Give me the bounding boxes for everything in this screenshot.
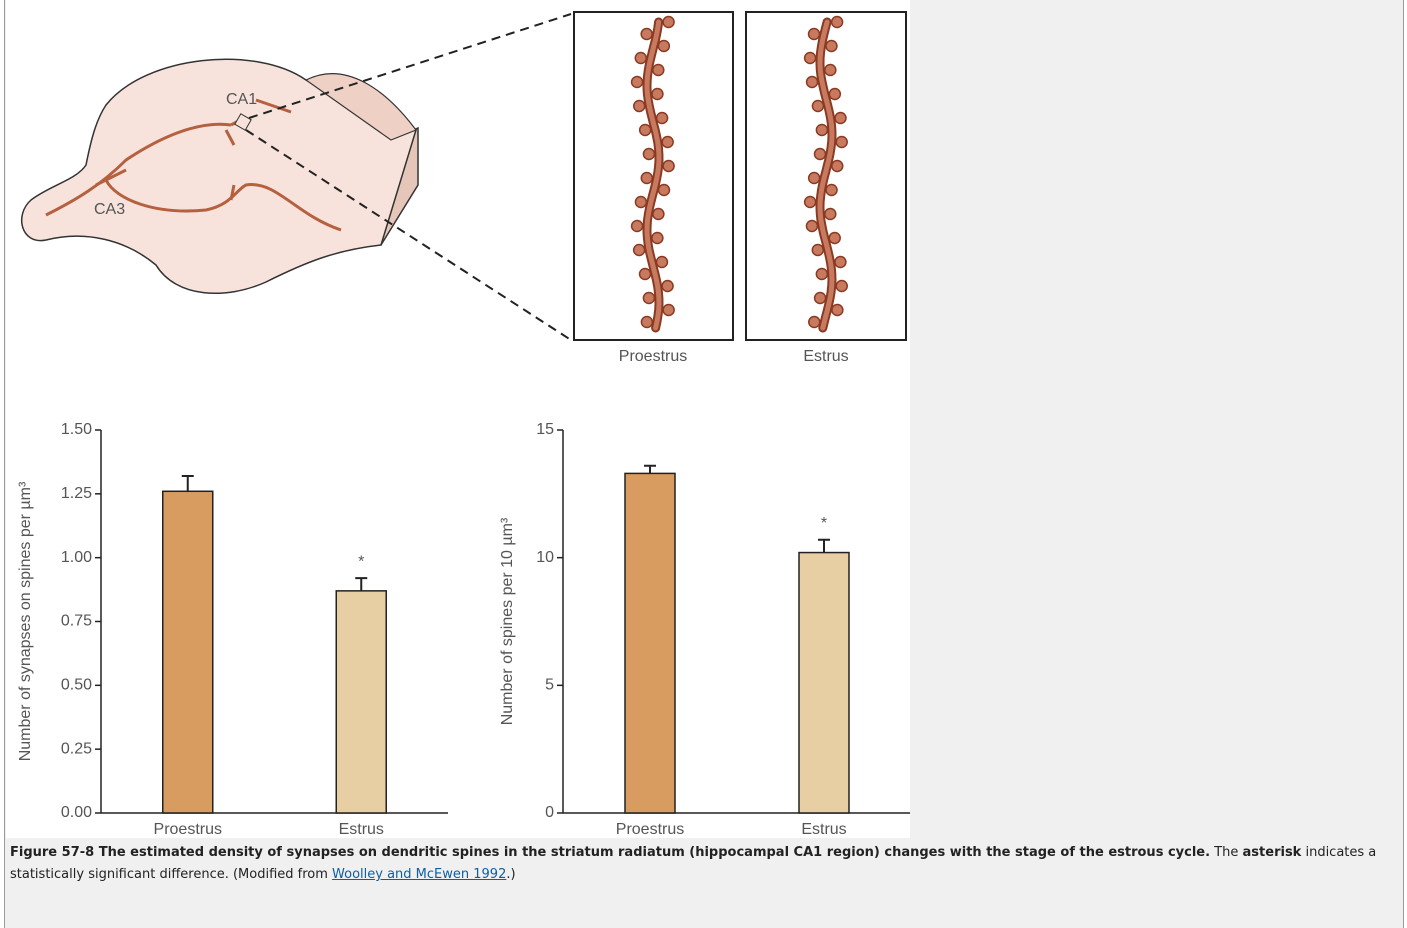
spine	[657, 183, 671, 197]
spine	[831, 303, 844, 317]
spine	[661, 279, 674, 293]
error-bar	[181, 474, 194, 492]
caption-bold: asterisk	[1242, 845, 1302, 860]
panel-label: Estrus	[803, 348, 848, 365]
spine	[807, 171, 821, 185]
spine	[640, 315, 654, 329]
spine	[807, 27, 821, 41]
y-axis-label: Number of synapses on spines per µm³	[17, 481, 34, 761]
y-axis-label: Number of spines per 10 µm³	[499, 517, 516, 725]
spine	[662, 15, 675, 29]
spine	[642, 291, 656, 305]
x-tick-label: Estrus	[801, 821, 846, 838]
y-tick-label: 5	[545, 677, 554, 694]
bar	[798, 551, 850, 814]
spine	[811, 99, 825, 113]
spine	[825, 183, 838, 197]
caption: Figure 57-8 The estimated density of syn…	[10, 842, 1400, 886]
error-bar	[644, 464, 656, 474]
spine	[828, 231, 841, 245]
y-tick-label: 10	[536, 549, 554, 566]
y-tick-label: 0.25	[61, 740, 92, 757]
reference-link[interactable]: Woolley and McEwen 1992	[332, 867, 507, 882]
y-tick-label: 0.75	[61, 613, 92, 630]
region-label: CA1	[226, 91, 257, 108]
spine	[815, 123, 829, 137]
significance-marker: *	[821, 515, 827, 532]
spine	[634, 51, 648, 65]
spine	[815, 267, 829, 281]
spine	[813, 147, 827, 161]
spine	[640, 27, 653, 41]
spine	[655, 111, 669, 125]
spine	[651, 87, 664, 101]
spine	[657, 39, 671, 53]
y-tick-label: 0.50	[61, 677, 92, 694]
spine	[632, 243, 646, 257]
bar	[624, 472, 676, 814]
bar	[335, 590, 387, 814]
spine	[830, 159, 844, 173]
spine	[662, 303, 675, 317]
spine	[638, 267, 652, 281]
dendrite	[817, 19, 835, 331]
spine	[634, 195, 648, 209]
spine	[813, 291, 827, 305]
spine	[640, 171, 654, 185]
spine	[652, 207, 665, 221]
caption-text: indicates a statistically significant di…	[10, 845, 1377, 882]
error-bar	[818, 538, 830, 553]
spine	[642, 147, 656, 161]
y-tick-label: 1.00	[61, 549, 92, 566]
spine	[834, 111, 847, 125]
spine	[803, 195, 817, 209]
caption-title: Figure 57-8 The estimated density of syn…	[10, 845, 1211, 860]
spine	[834, 255, 847, 269]
spine	[825, 39, 838, 53]
figure: CA1 CA3 Proestrus Estrus 0.00 0.25 0.50 0.7…	[6, 0, 910, 838]
spine	[830, 15, 844, 29]
spine	[803, 51, 817, 65]
spine	[805, 219, 819, 233]
spine	[811, 243, 825, 257]
spine	[630, 219, 644, 233]
spine	[835, 135, 848, 149]
spine	[661, 135, 674, 149]
spine	[638, 123, 652, 137]
significance-marker: *	[358, 553, 364, 570]
spine	[824, 207, 837, 221]
y-tick-label: 1.50	[61, 421, 92, 438]
brain-illustration: CA1 CA3	[21, 13, 572, 341]
panel-label: Proestrus	[619, 348, 687, 365]
y-tick-label: 1.25	[61, 485, 92, 502]
caption-text: The	[1214, 845, 1239, 860]
spine	[808, 315, 821, 329]
spine	[630, 75, 644, 89]
caption-text: .)	[506, 867, 516, 882]
spine	[824, 63, 837, 77]
spine	[652, 63, 665, 77]
y-tick-label: 0	[545, 804, 554, 821]
page-frame: CA1 CA3 Proestrus Estrus 0.00 0.25 0.50 0.7…	[4, 0, 1404, 928]
spine	[651, 231, 664, 245]
spine	[805, 75, 819, 89]
spine	[662, 159, 675, 173]
spine	[835, 279, 848, 293]
region-label: CA3	[94, 201, 125, 218]
x-tick-label: Proestrus	[616, 821, 684, 838]
y-tick-label: 15	[536, 421, 554, 438]
spine	[655, 255, 669, 269]
spine	[828, 87, 842, 101]
x-tick-label: Estrus	[339, 821, 384, 838]
y-tick-label: 0.00	[61, 804, 92, 821]
spine	[633, 99, 646, 113]
charts: 0.00 0.25 0.50 0.75 1.00 1.25 1.50 Number of sy…	[17, 421, 910, 838]
dendrite-drawings	[630, 15, 848, 333]
error-bar	[355, 577, 368, 591]
dendrite	[644, 19, 662, 331]
bar	[162, 490, 214, 814]
x-tick-label: Proestrus	[154, 821, 222, 838]
